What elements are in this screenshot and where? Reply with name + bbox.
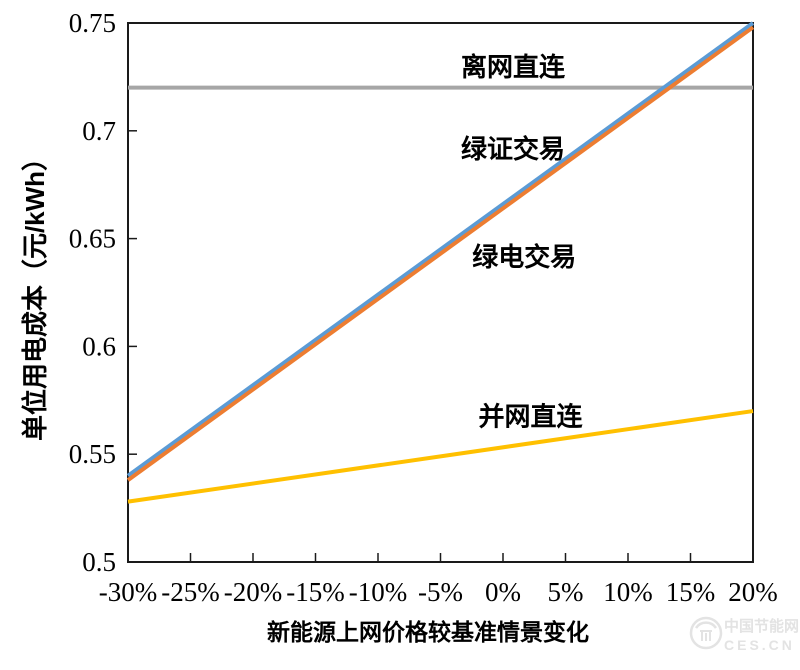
axis-tick-labels: 0.75 0.7 0.65 0.6 0.55 0.5-30% -25% -20% -15% -10… [69,8,778,607]
plot-border [127,22,754,563]
y-tick-label: 0.7 [82,116,116,146]
x-tick-label: -10% [349,577,407,607]
x-tick-label: -15% [286,577,344,607]
x-tick-label: 15% [666,577,716,607]
x-tick-label: -20% [224,577,282,607]
series-line-3 [127,409,754,504]
x-tick-label: 20% [728,577,778,607]
x-tick-label: 5% [548,577,584,607]
x-axis-title: 新能源上网价格较基准情景变化 [267,619,589,645]
watermark: 中国节能网 CES.CN [689,616,799,653]
x-tick-label: 10% [603,577,653,607]
series-line-2 [126,25,755,482]
x-tick-label: -25% [161,577,219,607]
series-lines [126,21,755,504]
series-label-0: 离网直连 [461,52,566,82]
series-line-1 [126,21,755,478]
watermark-text-en: CES.CN [724,637,795,653]
y-axis-title: 单位用电成本（元/kWh） [20,145,50,441]
x-tick-label: -5% [418,577,463,607]
y-tick-label: 0.65 [69,224,116,254]
y-tick-label: 0.5 [82,547,116,577]
watermark-logo-glyph [694,621,718,629]
watermark-text-cn: 中国节能网 [724,617,799,635]
x-tick-label: -30% [99,577,157,607]
series-label-2: 绿电交易 [472,242,576,272]
y-tick-label: 0.55 [69,439,116,469]
series-label-3: 并网直连 [478,401,583,431]
axis-ticks [127,22,754,563]
watermark-logo [689,616,723,650]
x-tick-label: 0% [485,577,521,607]
y-tick-label: 0.75 [69,8,116,38]
series-label-1: 绿证交易 [461,134,565,164]
watermark-logo-glyph-inner [700,630,712,641]
y-tick-label: 0.6 [82,331,116,361]
